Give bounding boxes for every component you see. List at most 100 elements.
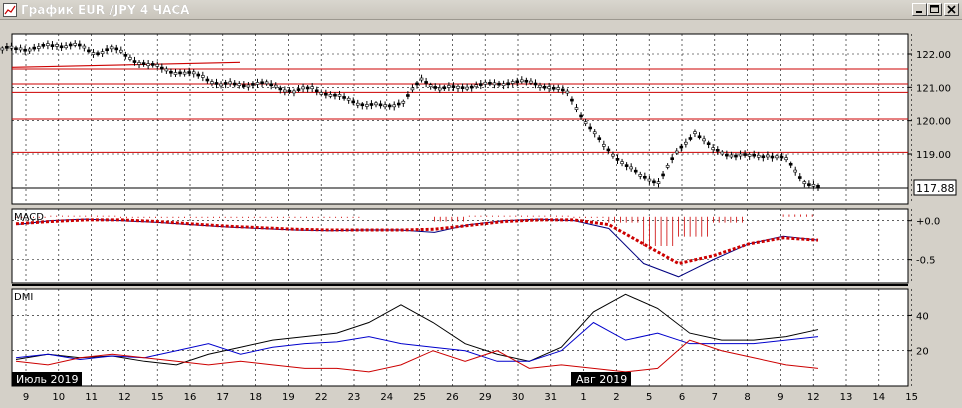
price-bar-body [583,121,588,124]
price-bar-body [428,84,433,88]
close-button[interactable] [944,3,959,16]
price-bar-body [497,82,501,86]
price-bar-body [187,71,191,74]
x-tick-label: 1 [580,392,586,403]
price-bar-body [715,149,720,152]
price-bar-body [278,87,283,91]
price-bar-body [533,82,538,86]
x-tick-label: 8 [744,392,750,403]
price-bar-body [811,184,816,187]
macd-label: MACD [14,212,44,223]
x-tick-label: 17 [216,392,229,403]
price-bar-body [638,174,643,177]
price-bar-body [816,185,820,188]
minimize-button[interactable] [912,3,927,16]
price-bars [0,40,820,191]
price-bar-body [232,82,237,86]
month-label-box-july [12,372,82,386]
month-label-aug: Авг 2019 [576,373,627,386]
month-label-july: Июль 2019 [16,373,79,386]
price-bar-body [173,72,178,75]
x-tick-label: 6 [679,392,685,403]
price-bar-body [779,155,784,159]
price-bar-body [18,47,23,51]
x-tick-label: 15 [905,392,918,403]
price-bar-body [273,84,278,88]
price-bar-body [706,142,711,145]
price-bar-body [305,86,310,90]
x-tick-label: 16 [184,392,197,403]
price-bar-body [178,71,182,75]
last-price-box [913,179,957,196]
price-bar-body [688,137,693,140]
dmi-plus-line [15,321,819,362]
price-bar-body [415,82,419,86]
price-bar-body [551,86,556,90]
price-bar-body [32,46,37,50]
price-bar-body [292,90,296,94]
price-bar-body [506,82,510,86]
last-price-label: 117.88 [916,182,955,195]
price-bar-body [310,86,314,90]
price-bar-body [64,45,68,49]
minimize-icon [916,11,922,13]
price-bar-body [160,66,164,70]
price-bar-body [456,85,460,89]
price-bar-body [469,85,474,89]
price-bar-body [169,70,173,74]
price-bar-body [629,166,633,170]
price-bar-body [711,147,715,150]
price-bar-body [114,47,119,51]
price-bar-body [342,96,346,99]
price-bar-body [747,154,752,157]
price-bar-body [128,57,132,60]
x-tick-label: 5 [646,392,652,403]
price-bar-body [652,180,656,184]
price-bar-body [150,63,155,66]
price-bar-body [260,81,264,85]
price-bar-body [752,153,757,157]
price-bar-body [387,104,392,108]
maximize-button[interactable] [927,3,942,16]
x-tick-label: 29 [479,392,492,403]
price-bar-body [164,68,169,72]
price-bar-body [478,83,483,86]
x-tick-label: 24 [380,392,393,403]
price-bar-body [228,81,232,85]
macd-lines [12,214,908,286]
price-bar-body [561,88,565,92]
dmi-label: DMI [14,292,33,303]
price-bar-body [556,87,561,90]
price-bar-body [647,178,652,182]
price-bar-body [41,44,46,47]
price-bar-body [23,48,27,52]
price-bar-body [697,135,702,139]
price-bar-body [483,81,488,85]
chart-app-icon [3,3,17,17]
x-tick-label: 9 [777,392,783,403]
x-tick-label: 25 [413,392,426,403]
x-tick-label: 7 [712,392,718,403]
price-bar-body [656,181,661,184]
price-bar-body [597,137,602,140]
price-bar-body [109,46,114,50]
dmi-lines [15,293,819,373]
price-bar-body [328,94,333,97]
price-bar-body [570,98,574,102]
price-bar-body [679,145,684,149]
y-tick-label: 120.00 [916,117,951,128]
price-bar-body [214,82,219,85]
price-bar-body [146,63,150,66]
chart-canvas[interactable]: 122.00 121.00 120.00 119.00 +0.0 -0.5 40 20 9 10… [0,20,962,408]
x-tick-label: 13 [840,392,853,403]
price-bar-body [9,45,14,49]
price-bar-body [643,175,647,179]
price-bar-body [447,85,451,88]
price-bar-body [396,102,401,106]
price-bar-body [324,92,328,96]
y-tick-label: 119.00 [916,150,951,161]
price-bar-body [693,131,697,134]
y-tick-label: 20 [916,347,929,358]
price-bar-body [433,86,438,89]
macd-line [15,218,819,278]
